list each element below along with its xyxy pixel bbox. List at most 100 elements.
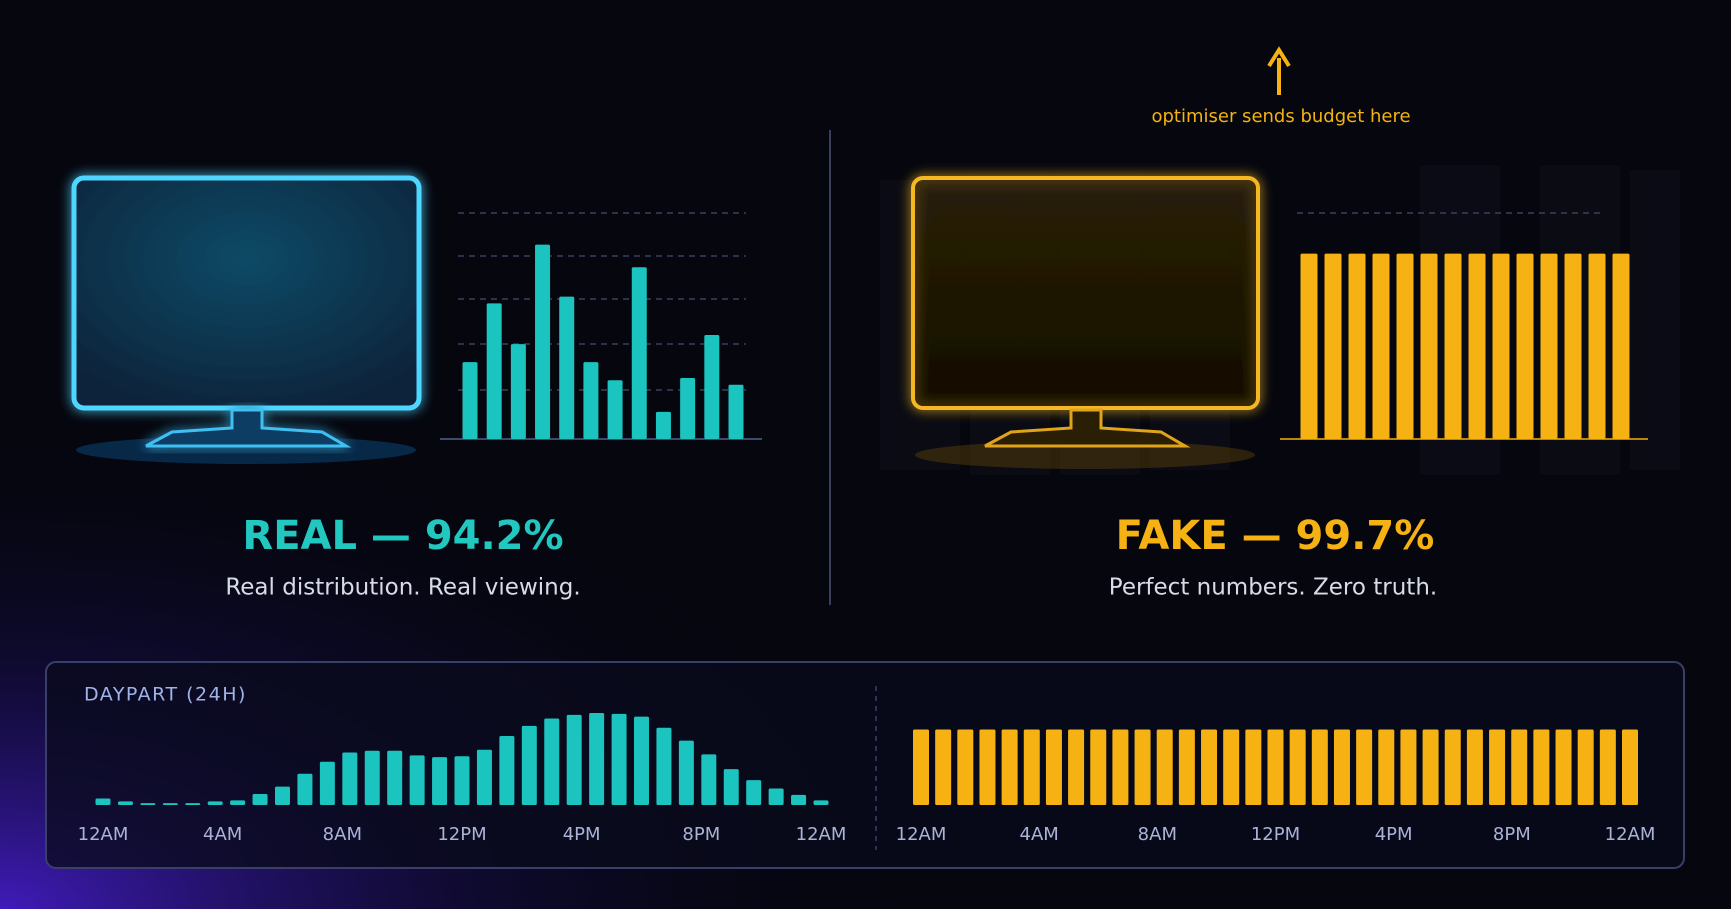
bar: [1289, 729, 1306, 805]
bar: [1420, 253, 1438, 439]
bar: [1324, 253, 1342, 439]
bar: [1444, 253, 1462, 439]
bar: [1090, 729, 1107, 805]
bar: [387, 750, 403, 805]
bar: [1599, 729, 1616, 805]
x-tick-label: 12AM: [896, 824, 947, 845]
bar: [1178, 729, 1195, 805]
annotation: optimiser sends budget here: [1151, 106, 1410, 127]
bar: [462, 362, 478, 439]
bar: [1588, 253, 1606, 439]
bar: [1201, 729, 1218, 805]
bar: [454, 756, 470, 805]
bar: [252, 793, 268, 805]
bar: [1516, 253, 1534, 439]
bar: [1466, 729, 1483, 805]
daypart-panel: [45, 661, 1685, 869]
bar: [1023, 729, 1040, 805]
bar: [1577, 729, 1594, 805]
bar: [319, 761, 335, 805]
bar: [979, 729, 996, 805]
bar: [728, 384, 744, 439]
bar: [1311, 729, 1328, 805]
x-tick-label: 8AM: [323, 824, 362, 845]
bar: [957, 729, 974, 805]
fake-subtitle: Perfect numbers. Zero truth.: [1109, 575, 1437, 601]
bar: [791, 794, 807, 805]
bar: [230, 800, 246, 805]
bar: [1223, 729, 1240, 805]
bar: [723, 769, 739, 805]
bar: [1444, 729, 1461, 805]
bar: [297, 773, 313, 805]
bar: [678, 740, 694, 805]
bar: [655, 411, 671, 439]
bar: [1422, 729, 1439, 805]
bar: [342, 752, 358, 805]
bar: [1378, 729, 1395, 805]
bar: [1112, 729, 1129, 805]
bar: [1001, 729, 1018, 805]
bar: [476, 749, 492, 805]
bar: [1612, 253, 1630, 439]
bar: [185, 803, 201, 805]
bar: [535, 244, 551, 439]
bar: [486, 303, 502, 439]
bar: [1267, 729, 1284, 805]
bar: [1511, 729, 1528, 805]
daypart-title: DAYPART (24H): [84, 684, 247, 706]
bar: [140, 803, 156, 805]
x-tick-label: 12PM: [1251, 824, 1300, 845]
bar: [1134, 729, 1151, 805]
bar: [510, 344, 526, 439]
bar: [583, 362, 599, 439]
bar: [1156, 729, 1173, 805]
x-tick-label: 12AM: [796, 824, 847, 845]
x-tick-label: 8AM: [1138, 824, 1177, 845]
x-tick-label: 4AM: [203, 824, 242, 845]
fake-title: FAKE — 99.7%: [1116, 513, 1435, 559]
bar: [275, 786, 290, 805]
bar: [1400, 729, 1417, 805]
bar: [607, 380, 623, 439]
bar: [1348, 253, 1366, 439]
bar: [704, 335, 720, 439]
bar: [1468, 253, 1486, 439]
bar: [1540, 253, 1558, 439]
x-tick-label: 8PM: [1493, 824, 1531, 845]
bar: [913, 729, 929, 805]
bar: [1555, 729, 1572, 805]
bar: [1396, 253, 1414, 439]
bar: [589, 713, 605, 805]
bar: [559, 296, 575, 439]
bar: [768, 788, 784, 805]
bar: [499, 736, 515, 805]
bar: [207, 801, 223, 805]
bar: [1489, 729, 1506, 805]
bar: [701, 754, 717, 805]
bar: [634, 716, 649, 805]
bar: [1372, 253, 1390, 439]
bar: [544, 718, 560, 805]
bar: [1045, 729, 1062, 805]
x-tick-label: 12AM: [78, 824, 129, 845]
x-tick-label: 4PM: [563, 824, 601, 845]
bar: [1300, 253, 1318, 439]
x-tick-label: 4AM: [1020, 824, 1059, 845]
bar: [1068, 729, 1085, 805]
x-tick-label: 12AM: [1605, 824, 1656, 845]
monitor-real: [71, 175, 422, 464]
bar: [1622, 729, 1638, 805]
bar: [95, 798, 111, 805]
bar: [162, 803, 178, 805]
real-title: REAL — 94.2%: [242, 513, 563, 559]
grid-decoration: [458, 212, 1600, 391]
bar: [813, 800, 829, 805]
bar: [935, 729, 952, 805]
bar: [364, 750, 380, 805]
x-tick-label: 8PM: [682, 824, 720, 845]
bar: [521, 725, 537, 805]
bar: [1564, 253, 1582, 439]
real-subtitle: Real distribution. Real viewing.: [225, 575, 580, 601]
